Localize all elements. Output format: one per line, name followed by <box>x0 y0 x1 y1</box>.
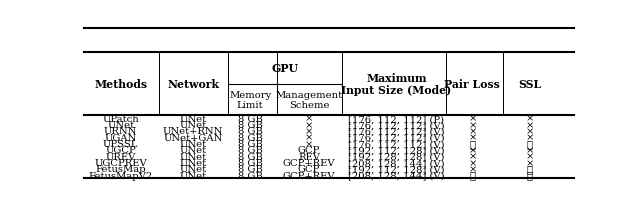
Text: 8 GB: 8 GB <box>237 114 262 123</box>
Text: UNet: UNet <box>180 158 207 167</box>
Text: ×: × <box>525 114 534 123</box>
Text: ×: × <box>468 121 477 130</box>
Text: ×: × <box>525 127 534 136</box>
Text: UPatch: UPatch <box>102 114 139 123</box>
Text: ✓: ✓ <box>526 171 532 180</box>
Text: Network: Network <box>167 79 219 90</box>
Text: [208, 128, 144] (V): [208, 128, 144] (V) <box>348 171 445 180</box>
Text: GCP+REV: GCP+REV <box>283 158 335 167</box>
Text: ✓: ✓ <box>469 171 476 180</box>
Text: FetusMap: FetusMap <box>95 164 146 173</box>
Text: URNN: URNN <box>104 127 138 136</box>
Text: 8 GB: 8 GB <box>237 146 262 155</box>
Text: ×: × <box>305 133 314 142</box>
Text: UNet: UNet <box>180 114 207 123</box>
Text: Memory
Limit: Memory Limit <box>229 90 271 110</box>
Text: 8 GB: 8 GB <box>237 139 262 148</box>
Text: 8 GB: 8 GB <box>237 121 262 130</box>
Text: UGCPREV: UGCPREV <box>94 158 147 167</box>
Text: [192, 128, 128] (V): [192, 128, 128] (V) <box>348 152 445 161</box>
Text: Management
Scheme: Management Scheme <box>276 90 342 110</box>
Text: UNet: UNet <box>180 146 207 155</box>
Text: [208, 128, 144] (V): [208, 128, 144] (V) <box>348 158 445 167</box>
Text: GCP: GCP <box>298 146 321 155</box>
Text: UREV: UREV <box>106 152 136 161</box>
Text: Methods: Methods <box>94 79 147 90</box>
Text: ×: × <box>305 127 314 136</box>
Text: 8 GB: 8 GB <box>237 133 262 142</box>
Text: ×: × <box>468 158 477 167</box>
Text: ×: × <box>468 164 477 173</box>
Text: [176, 112, 112] (V): [176, 112, 112] (V) <box>348 127 445 136</box>
Text: REV: REV <box>298 152 320 161</box>
Text: [176, 112, 112] (V): [176, 112, 112] (V) <box>348 121 445 130</box>
Text: ×: × <box>525 152 534 161</box>
Text: ×: × <box>525 121 534 130</box>
Text: [192, 112, 128] (V): [192, 112, 128] (V) <box>348 146 445 155</box>
Text: ×: × <box>468 133 477 142</box>
Text: ×: × <box>525 158 534 167</box>
Text: Pair Loss: Pair Loss <box>444 79 500 90</box>
Text: [176, 112, 112] (P): [176, 112, 112] (P) <box>348 114 445 123</box>
Text: UNet: UNet <box>180 152 207 161</box>
Text: UPSSL: UPSSL <box>103 139 138 148</box>
Text: UNet: UNet <box>180 164 207 173</box>
Text: UGCP: UGCP <box>106 146 136 155</box>
Text: UNet: UNet <box>180 139 207 148</box>
Text: SSL: SSL <box>518 79 541 90</box>
Text: ×: × <box>305 114 314 123</box>
Text: 8 GB: 8 GB <box>237 164 262 173</box>
Text: ×: × <box>468 114 477 123</box>
Text: ×: × <box>305 121 314 130</box>
Text: FetusMapV2: FetusMapV2 <box>88 171 153 180</box>
Text: [192, 112, 128] (V): [192, 112, 128] (V) <box>348 164 445 173</box>
Text: ×: × <box>468 152 477 161</box>
Text: 8 GB: 8 GB <box>237 158 262 167</box>
Text: [176, 112, 112] (V): [176, 112, 112] (V) <box>348 139 445 148</box>
Text: GCP: GCP <box>298 164 321 173</box>
Text: Maximum
Input Size (Mode): Maximum Input Size (Mode) <box>341 72 452 96</box>
Text: GCP+REV: GCP+REV <box>283 171 335 180</box>
Text: ×: × <box>525 146 534 155</box>
Text: ×: × <box>525 133 534 142</box>
Text: ×: × <box>305 139 314 148</box>
Text: ✓: ✓ <box>526 139 532 148</box>
Text: 8 GB: 8 GB <box>237 171 262 180</box>
Text: ×: × <box>468 127 477 136</box>
Text: ✓: ✓ <box>526 164 532 173</box>
Text: GPU: GPU <box>271 63 298 74</box>
Text: UNet: UNet <box>107 121 134 130</box>
Text: UGAN: UGAN <box>104 133 137 142</box>
Text: UNet+GAN: UNet+GAN <box>163 133 223 142</box>
Text: 8 GB: 8 GB <box>237 127 262 136</box>
Text: UNet+RNN: UNet+RNN <box>163 127 223 136</box>
Text: 8 GB: 8 GB <box>237 152 262 161</box>
Text: UNet: UNet <box>180 171 207 180</box>
Text: [176, 112, 112] (V): [176, 112, 112] (V) <box>348 133 445 142</box>
Text: ×: × <box>468 146 477 155</box>
Text: ✓: ✓ <box>469 139 476 148</box>
Text: UNet: UNet <box>180 121 207 130</box>
